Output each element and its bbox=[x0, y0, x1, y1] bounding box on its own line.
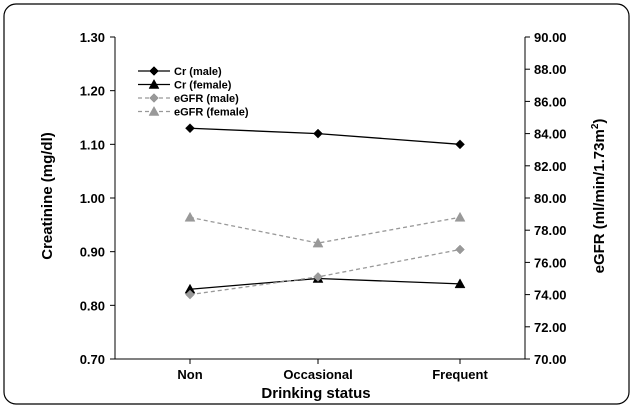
y-right-tick-label: 90.00 bbox=[534, 30, 567, 45]
data-point-marker bbox=[185, 123, 195, 134]
legend-label: eGFR (female) bbox=[174, 107, 249, 119]
y-right-tick-label: 78.00 bbox=[534, 223, 567, 238]
legend-swatch-marker bbox=[149, 93, 159, 103]
series-line bbox=[189, 127, 461, 145]
data-point-marker bbox=[455, 139, 465, 150]
chart-frame bbox=[3, 3, 630, 405]
legend-swatch-marker bbox=[148, 78, 160, 89]
y-axis-title-right: eGFR (ml/min/1.73m2) bbox=[590, 119, 608, 274]
y-left-tick-label: 1.10 bbox=[80, 137, 105, 152]
legend-swatch-marker bbox=[148, 105, 160, 116]
y-right-tick-label: 70.00 bbox=[534, 352, 567, 367]
series-line bbox=[189, 248, 461, 296]
series-line bbox=[189, 277, 461, 290]
y-left-tick-label: 1.20 bbox=[80, 84, 105, 99]
data-point-marker bbox=[455, 244, 465, 255]
y-axis-title-left: Creatinine (mg/dl) bbox=[39, 132, 56, 260]
y-right-tick-label: 76.00 bbox=[534, 255, 567, 270]
y-right-tick-label: 86.00 bbox=[534, 94, 567, 109]
legend-item: eGFR (male) bbox=[138, 93, 239, 105]
series-group bbox=[184, 272, 466, 294]
data-point-marker bbox=[313, 128, 323, 139]
data-point-marker bbox=[454, 211, 466, 222]
data-point-marker bbox=[184, 211, 196, 222]
legend-item: Cr (male) bbox=[138, 66, 222, 78]
data-point-marker bbox=[185, 289, 195, 300]
legend-label: Cr (male) bbox=[174, 66, 222, 78]
x-tick-label: Non bbox=[177, 367, 202, 382]
y-right-tick-label: 82.00 bbox=[534, 159, 567, 174]
y-left-tick-label: 1.30 bbox=[80, 30, 105, 45]
series-group bbox=[184, 211, 466, 248]
y-left-tick-label: 0.80 bbox=[80, 298, 105, 313]
data-point-marker bbox=[312, 237, 324, 248]
legend-item: eGFR (female) bbox=[138, 105, 249, 119]
y-left-tick-label: 0.70 bbox=[80, 352, 105, 367]
y-left-tick-label: 1.00 bbox=[80, 191, 105, 206]
legend-label: Cr (female) bbox=[174, 80, 232, 92]
y-right-tick-label: 74.00 bbox=[534, 288, 567, 303]
data-point-marker bbox=[454, 278, 466, 289]
legend-item: Cr (female) bbox=[138, 78, 232, 92]
y-right-tick-label: 72.00 bbox=[534, 320, 567, 335]
x-axis-title: Drinking status bbox=[261, 385, 370, 402]
x-tick-label: Occasional bbox=[283, 367, 352, 382]
y-axis-title-right-superscript: 2 bbox=[590, 123, 601, 129]
y-axis-title-right-close: ) bbox=[591, 119, 608, 124]
series-line bbox=[189, 216, 461, 244]
y-right-tick-label: 88.00 bbox=[534, 62, 567, 77]
y-right-tick-label: 80.00 bbox=[534, 191, 567, 206]
legend-swatch-marker bbox=[149, 66, 159, 76]
y-left-tick-label: 0.90 bbox=[80, 245, 105, 260]
series-group bbox=[185, 244, 465, 300]
y-right-tick-label: 84.00 bbox=[534, 127, 567, 142]
x-tick-label: Frequent bbox=[432, 367, 488, 382]
data-point-marker bbox=[313, 272, 323, 282]
series-group bbox=[185, 123, 465, 150]
legend-label: eGFR (male) bbox=[174, 93, 239, 105]
y-axis-title-right-main: eGFR (ml/min/1.73m bbox=[591, 129, 608, 273]
